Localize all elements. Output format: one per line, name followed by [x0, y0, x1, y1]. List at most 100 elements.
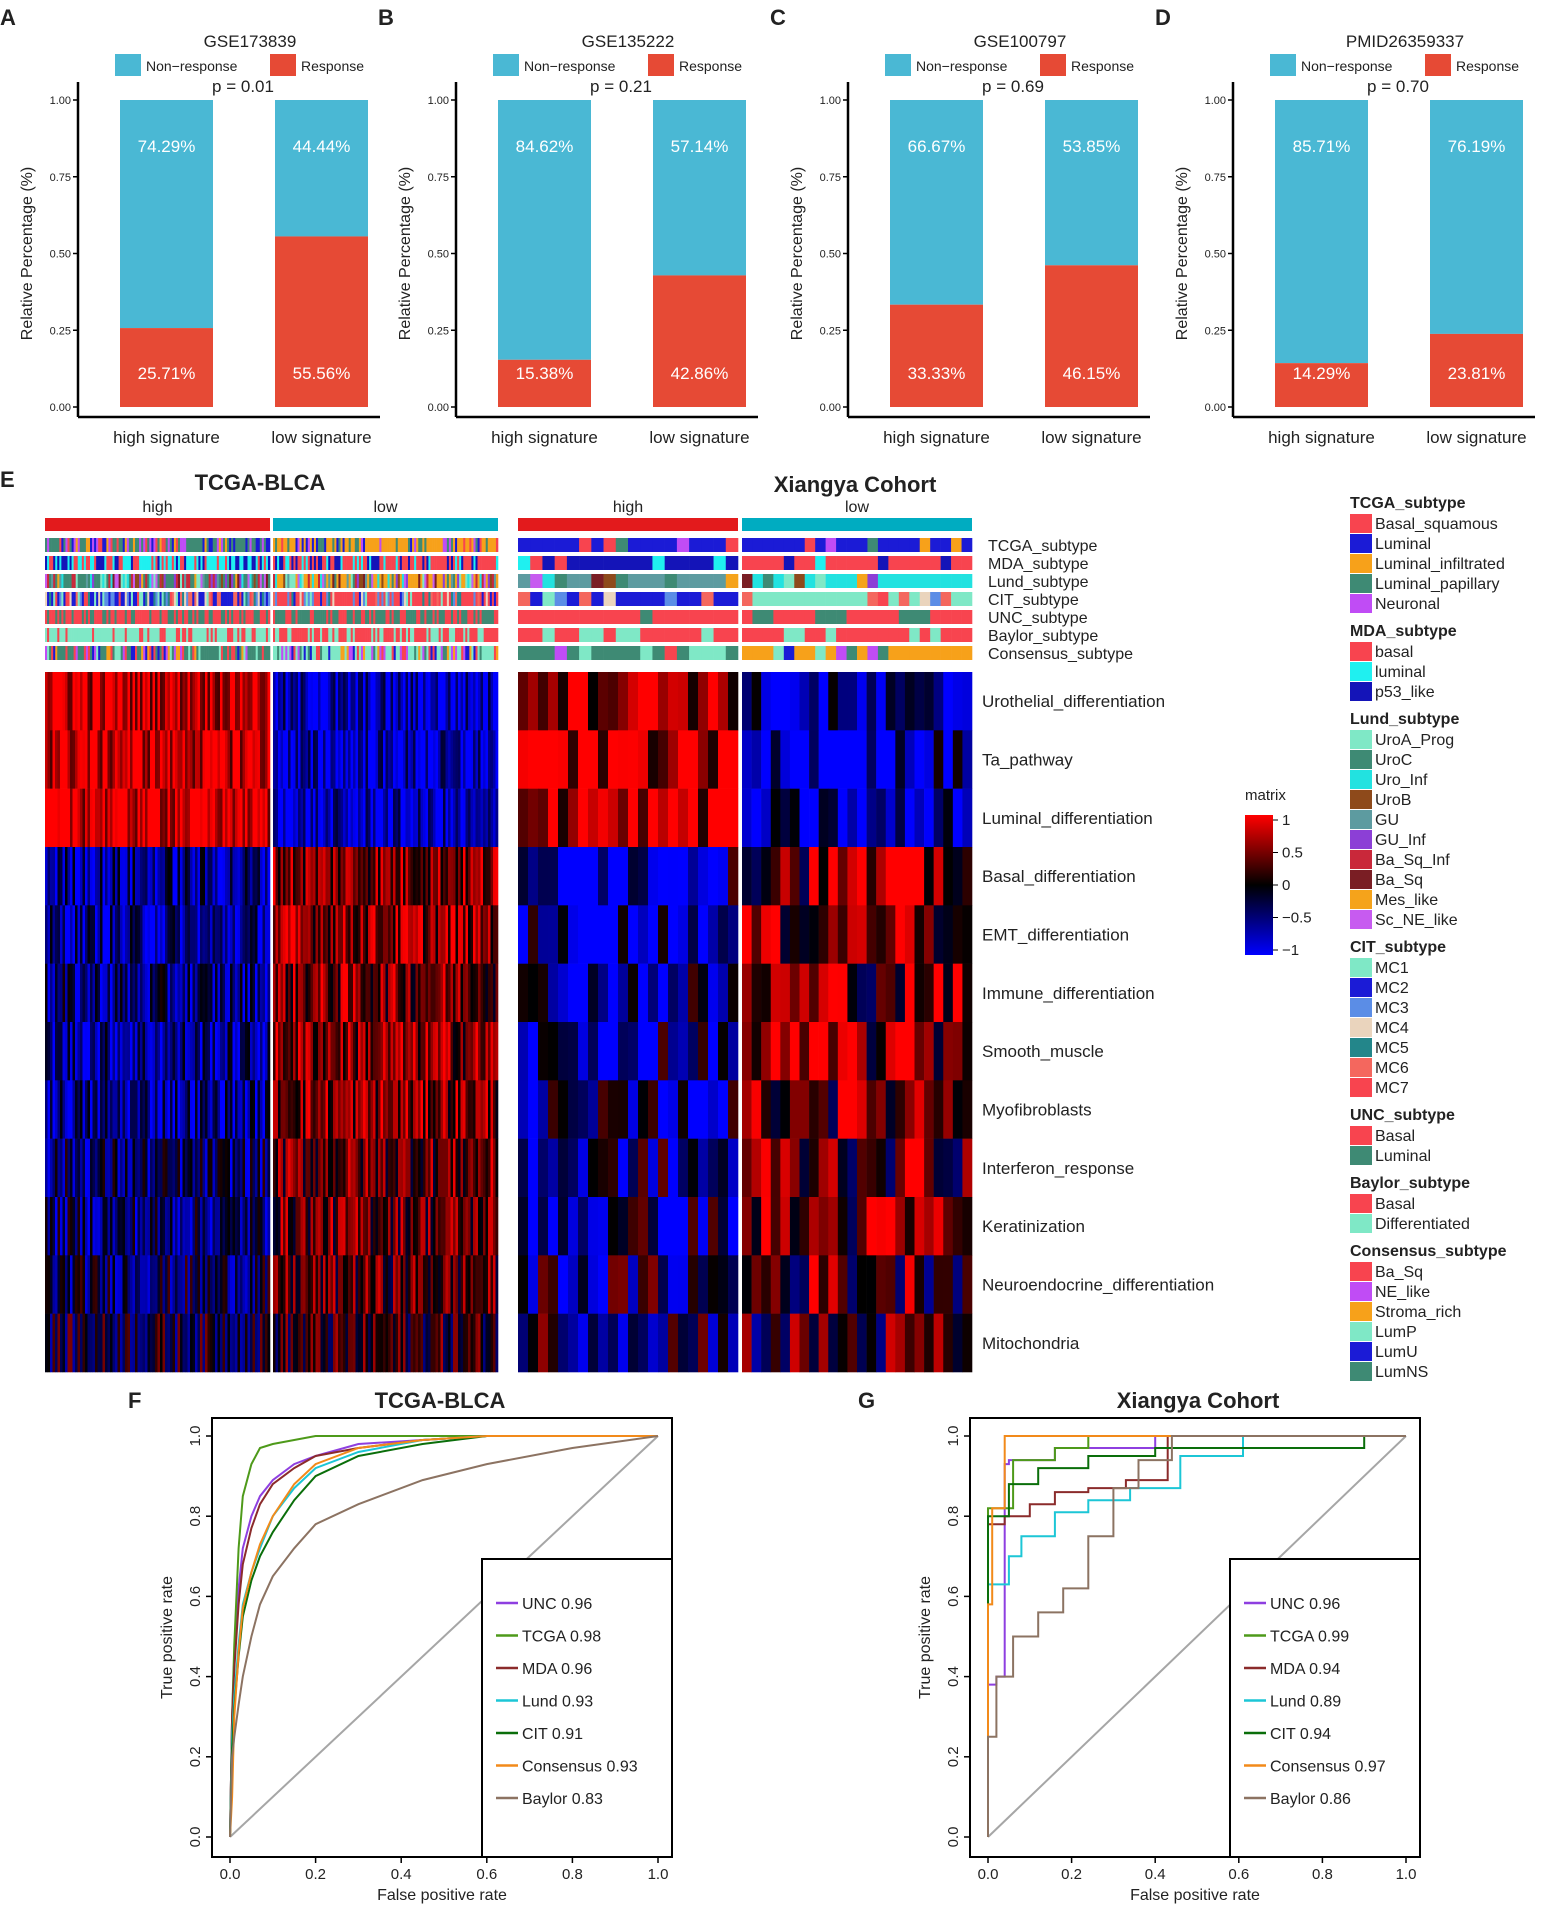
signature-label: Neuroendocrine_differentiation — [982, 1276, 1214, 1295]
annotation-cell — [518, 610, 531, 624]
annotation-cell — [412, 628, 415, 642]
heatmap-cell — [308, 905, 311, 964]
annotation-cell — [430, 556, 433, 570]
heatmap-cell — [403, 1197, 406, 1256]
annotation-cell — [898, 556, 910, 570]
heatmap-cell — [115, 1255, 118, 1314]
heatmap-cell — [350, 672, 354, 731]
annotation-cell — [81, 646, 85, 660]
heatmap-cell — [230, 1080, 233, 1139]
heatmap-cell — [420, 905, 424, 964]
annotation-cell — [385, 628, 388, 642]
heatmap-cell — [405, 730, 409, 789]
annotation-cell — [283, 538, 286, 552]
heatmap-cell — [120, 1080, 123, 1139]
annotation-cell — [360, 628, 364, 642]
annotation-cell — [640, 628, 653, 642]
heatmap-cell — [328, 1080, 331, 1139]
heatmap-cell — [924, 963, 934, 1023]
heatmap-cell — [688, 1197, 699, 1256]
heatmap-cell — [368, 1022, 371, 1081]
heatmap-cell — [265, 963, 268, 1023]
heatmap-cell — [538, 788, 549, 848]
annotation-cell — [471, 646, 474, 660]
annotation-cell — [701, 646, 714, 660]
heatmap-cell — [207, 1197, 211, 1256]
annotation-cell — [253, 538, 256, 552]
annotation-cell — [247, 592, 250, 606]
heatmap-cell — [478, 1255, 481, 1314]
heatmap-cell — [160, 1138, 163, 1198]
heatmap-cell — [320, 1197, 324, 1256]
annotation-cell — [367, 538, 370, 552]
annotation-cell — [257, 574, 261, 588]
annotation-cell — [57, 628, 60, 642]
annotation-cell — [410, 592, 413, 606]
annotation-cell — [408, 538, 411, 552]
annotation-cell — [261, 538, 265, 552]
annotation-cell — [420, 574, 423, 588]
heatmap-cell — [443, 1197, 446, 1256]
annotation-cell — [104, 610, 107, 624]
heatmap-cell — [55, 1022, 58, 1081]
heatmap-cell — [468, 1255, 471, 1314]
annotation-cell — [397, 646, 401, 660]
annotation-cell — [424, 556, 427, 570]
heatmap-cell — [568, 1197, 579, 1256]
annotation-cell — [196, 610, 199, 624]
heatmap-cell — [127, 905, 131, 964]
heatmap-cell — [310, 730, 314, 789]
annotation-cell — [116, 646, 119, 660]
annotation-cell — [340, 574, 343, 588]
annotation-cell — [273, 646, 276, 660]
heatmap-cell — [72, 847, 76, 906]
annotation-cell — [245, 592, 248, 606]
legend-item-label: Differentiated — [1375, 1216, 1470, 1233]
heatmap-cell — [518, 1313, 529, 1373]
heatmap-cell — [190, 1313, 193, 1373]
heatmap-cell — [132, 1197, 136, 1256]
heatmap-cell — [85, 963, 88, 1023]
annotation-cell — [742, 628, 753, 642]
heatmap-cell — [943, 672, 954, 731]
heatmap-cell — [355, 847, 359, 906]
heatmap-cell — [318, 847, 321, 906]
annotation-cell — [344, 628, 347, 642]
heatmap-cell — [358, 963, 361, 1023]
heatmap-cell — [473, 1255, 476, 1314]
heatmap-cell — [230, 788, 233, 848]
heatmap-cell — [405, 963, 409, 1023]
annotation-cell — [267, 538, 271, 552]
heatmap-cell — [770, 730, 781, 789]
heatmap-cell — [943, 730, 954, 789]
annotation-cell — [57, 592, 60, 606]
annotation-cell — [202, 538, 205, 552]
heatmap-cell — [237, 963, 241, 1023]
annotation-cell — [475, 538, 478, 552]
heatmap-cell — [924, 1313, 934, 1373]
heatmap-cell — [490, 1138, 494, 1198]
heatmap-cell — [182, 730, 186, 789]
annotation-cell — [930, 592, 941, 606]
annotation-cell — [352, 574, 356, 588]
heatmap-cell — [445, 730, 449, 789]
annotation-cell — [426, 574, 429, 588]
heatmap-cell — [70, 963, 73, 1023]
heatmap-cell — [338, 1197, 341, 1256]
annotation-cell — [446, 538, 450, 552]
annotation-cell — [210, 646, 214, 660]
heatmap-cell — [262, 1138, 266, 1198]
heatmap-cell — [165, 963, 168, 1023]
heatmap-cell — [140, 788, 143, 848]
heatmap-cell — [195, 672, 198, 731]
heatmap-cell — [125, 672, 128, 731]
heatmap-cell — [742, 1255, 752, 1314]
heatmap-cell — [202, 788, 206, 848]
annotation-cell — [206, 646, 209, 660]
heatmap-cell — [283, 1313, 286, 1373]
annotation-cell — [273, 556, 276, 570]
heatmap-cell — [433, 1313, 436, 1373]
heatmap-cell — [493, 1197, 496, 1256]
heatmap-cell — [225, 672, 228, 731]
